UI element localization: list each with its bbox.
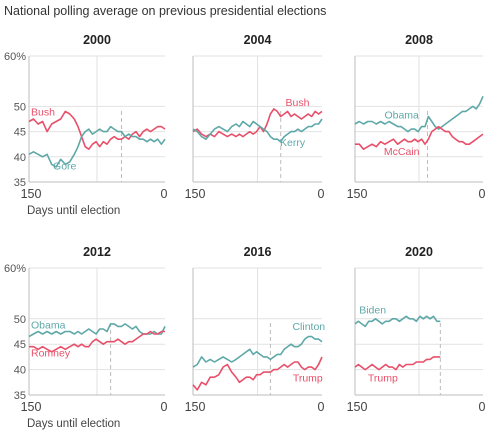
series-label-romney: Romney bbox=[31, 348, 71, 360]
series-label-clinton: Clinton bbox=[292, 321, 325, 333]
chart-title: National polling average on previous pre… bbox=[4, 4, 327, 18]
panel-title: 2020 bbox=[405, 245, 433, 259]
chart-panel-2004: 2004 150 0 Bush Kerry bbox=[185, 33, 325, 201]
series-label-gore: Gore bbox=[53, 160, 77, 172]
series-line-gore bbox=[28, 125, 166, 168]
chart-panel-2012: 2012 35 40 45 50 60% 150 0 Days until election Ob… bbox=[4, 245, 168, 430]
y-tick-label: 50 bbox=[14, 101, 26, 113]
series-label-bush: Bush bbox=[286, 97, 310, 109]
y-tick-label: 35 bbox=[14, 390, 26, 402]
series-label-mccain: McCain bbox=[384, 146, 420, 158]
x-tick-label: 0 bbox=[161, 400, 168, 414]
x-tick-label: 0 bbox=[318, 187, 325, 201]
x-tick-label: 0 bbox=[161, 187, 168, 201]
y-tick-label: 40 bbox=[14, 365, 26, 377]
chart-panel-2000: 2000 35 40 45 50 60% 150 0 Days until election Bu… bbox=[4, 33, 168, 217]
chart-panel-2016: 2016 150 0 Clinton Trump bbox=[185, 245, 326, 414]
series-label-trump: Trump bbox=[368, 373, 398, 385]
panel-title: 2012 bbox=[83, 245, 111, 259]
x-tick-label: 150 bbox=[21, 187, 42, 201]
x-tick-label: 0 bbox=[479, 187, 486, 201]
series-line-kerry bbox=[192, 118, 323, 143]
x-axis-label: Days until election bbox=[27, 418, 120, 430]
chart-panel-2008: 2008 150 0 Obama McCain bbox=[347, 33, 486, 201]
chart-panel-2020: 2020 150 0 Biden Trump bbox=[347, 245, 486, 414]
y-tick-label: 60% bbox=[4, 263, 26, 275]
panel-title: 2008 bbox=[405, 33, 433, 47]
y-tick-label: 60% bbox=[4, 51, 26, 63]
x-tick-label: 150 bbox=[185, 187, 206, 201]
series-line-obama bbox=[354, 95, 484, 133]
y-tick-label: 35 bbox=[14, 177, 26, 189]
panel-title: 2000 bbox=[83, 33, 111, 47]
y-tick-label: 45 bbox=[14, 339, 26, 351]
series-line-bush bbox=[28, 110, 166, 150]
x-tick-label: 150 bbox=[347, 400, 368, 414]
y-tick-label: 45 bbox=[14, 127, 26, 139]
x-tick-label: 150 bbox=[21, 400, 42, 414]
series-label-trump: Trump bbox=[293, 373, 323, 385]
series-label-obama: Obama bbox=[384, 110, 419, 122]
y-tick-label: 50 bbox=[14, 314, 26, 326]
series-label-obama: Obama bbox=[31, 320, 66, 332]
series-label-bush: Bush bbox=[31, 107, 55, 119]
series-line-romney bbox=[29, 330, 165, 353]
series-line-clinton bbox=[192, 335, 323, 368]
y-tick-label: 40 bbox=[14, 152, 26, 164]
series-line-mccain bbox=[355, 125, 484, 150]
x-axis-label: Days until election bbox=[27, 205, 120, 217]
x-tick-label: 0 bbox=[479, 400, 486, 414]
series-line-biden bbox=[354, 315, 441, 328]
series-label-biden: Biden bbox=[359, 304, 386, 316]
x-tick-label: 0 bbox=[318, 400, 325, 414]
panel-title: 2016 bbox=[244, 245, 272, 259]
series-line-trump bbox=[192, 356, 323, 391]
x-tick-label: 150 bbox=[185, 400, 206, 414]
panel-title: 2004 bbox=[244, 33, 272, 47]
series-line-trump bbox=[354, 356, 441, 371]
series-line-bush bbox=[192, 108, 323, 138]
series-label-kerry: Kerry bbox=[280, 137, 306, 149]
x-tick-label: 150 bbox=[347, 187, 368, 201]
